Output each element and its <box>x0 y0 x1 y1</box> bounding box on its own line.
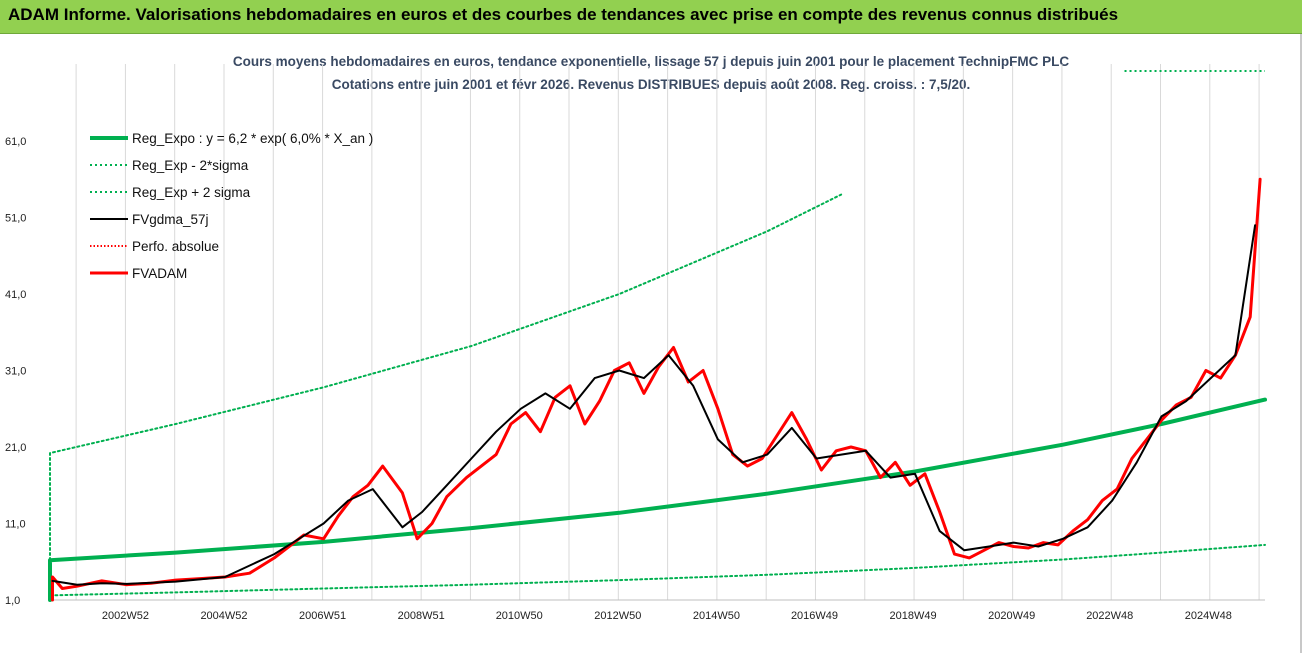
reg-expo-line <box>48 397 1267 602</box>
fvgdma-57j-line <box>51 224 1257 586</box>
x-tick-label: 2012W50 <box>594 610 641 622</box>
x-tick-label: 2008W51 <box>398 610 445 622</box>
x-tick-label: 2004W52 <box>200 610 247 622</box>
reg-exp-minus-2sigma-line <box>49 543 1266 601</box>
x-tick-label: 2022W48 <box>1086 610 1133 622</box>
x-tick-label: 2014W50 <box>693 610 740 622</box>
fvadam-line <box>51 177 1262 602</box>
legend-entry: Perfo. absolue <box>132 239 219 254</box>
x-tick-label: 2024W48 <box>1185 610 1232 622</box>
report-title: ADAM Informe. Valorisations hebdomadaire… <box>8 5 1119 24</box>
legend-entry: Reg_Exp - 2*sigma <box>132 158 249 173</box>
x-tick-label: 2016W49 <box>791 610 838 622</box>
y-tick-label: 11,0 <box>5 519 26 531</box>
x-tick-label: 2020W49 <box>988 610 1035 622</box>
legend-entry: FVADAM <box>132 266 187 281</box>
legend-entry: FVgdma_57j <box>132 212 209 227</box>
y-tick-label: 21,0 <box>5 442 26 454</box>
y-tick-label: 41,0 <box>5 289 26 301</box>
chart-subtitle: Cotations entre juin 2001 et févr 2026. … <box>331 77 971 92</box>
x-tick-label: 2018W49 <box>890 610 937 622</box>
y-tick-label: 51,0 <box>5 213 26 225</box>
y-tick-label: 31,0 <box>5 366 26 378</box>
x-tick-label: 2010W50 <box>496 610 543 622</box>
line-chart: 1,0 11,0 21,0 31,0 41,0 51,0 61,0 2002W52 2004W5… <box>5 64 1267 622</box>
chart-title: Cours moyens hebdomadaires en euros, ten… <box>232 54 1070 69</box>
report-banner: ADAM Informe. Valorisations hebdomadaire… <box>0 0 1302 34</box>
chart-area: Cours moyens hebdomadaires en euros, ten… <box>0 34 1302 653</box>
x-tick-label: 2002W52 <box>102 610 149 622</box>
reg-exp-plus-2sigma-line <box>49 193 843 601</box>
y-tick-label: 1,0 <box>5 595 20 607</box>
legend-entry: Reg_Expo : y = 6,2 * exp( 6,0% * X_an ) <box>132 131 373 146</box>
x-tick-label: 2006W51 <box>299 610 346 622</box>
legend-entry: Reg_Exp + 2 sigma <box>132 185 251 200</box>
y-tick-label: 61,0 <box>5 136 26 148</box>
